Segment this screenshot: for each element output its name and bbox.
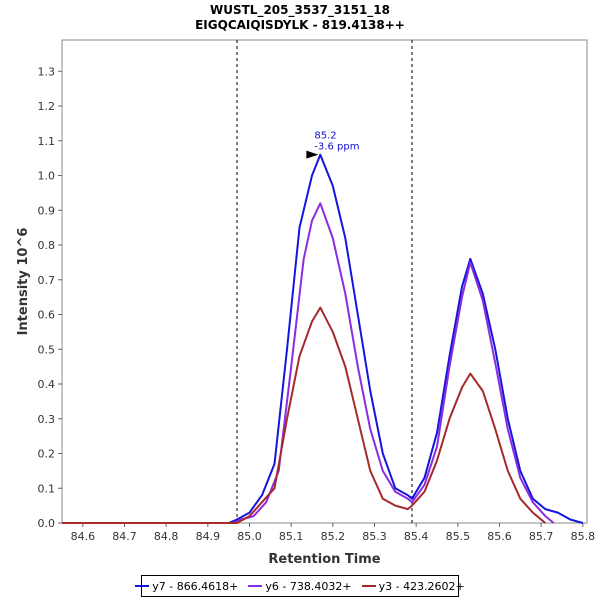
x-tick-label: 85.5	[446, 530, 471, 543]
y-tick-label: 0.4	[38, 378, 56, 391]
series-line-0	[62, 153, 584, 524]
x-tick-label: 84.7	[112, 530, 137, 543]
annotation-rt: 85.2	[314, 131, 336, 142]
x-tick-label: 85.0	[237, 530, 262, 543]
y-tick-label: 0.3	[38, 413, 56, 426]
y-tick-label: 0.5	[38, 343, 56, 356]
legend-swatch-y6	[248, 585, 263, 587]
legend-item-y3: y3 - 423.2602+	[361, 579, 465, 593]
x-tick-label: 85.4	[404, 530, 429, 543]
axis-ticks: 84.6 84.7 84.8 84.9 85.0 85.1 85.2 85.3 85.4 85.5…	[38, 65, 596, 543]
y-tick-label: 1.2	[38, 100, 56, 113]
y-tick-label: 0.2	[38, 448, 56, 461]
x-tick-label: 84.8	[154, 530, 179, 543]
y-tick-label: 1.3	[38, 65, 56, 78]
legend-item-y7: y7 - 866.4618+	[135, 580, 238, 593]
series-layer	[62, 153, 584, 524]
x-tick-label: 85.1	[279, 530, 304, 543]
x-tick-label: 84.6	[71, 530, 96, 543]
plot-area	[61, 39, 588, 524]
legend-label-y7: y7 - 866.4618+	[152, 579, 239, 593]
legend-swatch-y7	[135, 585, 150, 587]
legend-item-y6: y6 - 738.4032+	[248, 579, 352, 593]
peak-annotation: 85.2-3.6 ppm	[306, 131, 359, 159]
y-tick-label: 0.8	[38, 239, 56, 252]
legend-label-y6: y6 - 738.4032+	[265, 579, 352, 593]
x-tick-label: 85.2	[321, 530, 346, 543]
y-tick-label: 0.7	[38, 274, 56, 287]
annotation-ppm: -3.6 ppm	[314, 142, 359, 153]
chart-title: WUSTL_205_3537_3151_18	[210, 3, 390, 17]
y-tick-label: 1.1	[38, 135, 56, 148]
y-tick-label: 0.9	[38, 204, 56, 217]
chart-legend: y7 - 866.4618+ y6 - 738.4032+ y3 - 423.2…	[135, 575, 465, 597]
legend-label-y3: y3 - 423.2602+	[378, 579, 465, 593]
legend-swatch-y3	[361, 585, 376, 587]
y-tick-label: 0.1	[38, 482, 56, 495]
peak-marker	[306, 150, 319, 159]
x-tick-label: 85.8	[571, 530, 596, 543]
x-tick-label: 85.3	[362, 530, 387, 543]
y-axis-title: Intensity 10^6	[16, 228, 31, 336]
x-tick-label: 85.6	[487, 530, 512, 543]
chart-subtitle: EIGQCAIQISDYLK - 819.4138++	[195, 18, 405, 32]
x-tick-label: 84.9	[196, 530, 221, 543]
series-line-2	[62, 306, 546, 524]
x-axis-title: Retention Time	[268, 552, 380, 567]
x-tick-label: 85.7	[529, 530, 554, 543]
integration-bounds	[236, 40, 413, 523]
y-tick-label: 1.0	[38, 170, 56, 183]
y-tick-label: 0.6	[38, 309, 56, 322]
y-tick-label: 0.0	[38, 517, 56, 530]
